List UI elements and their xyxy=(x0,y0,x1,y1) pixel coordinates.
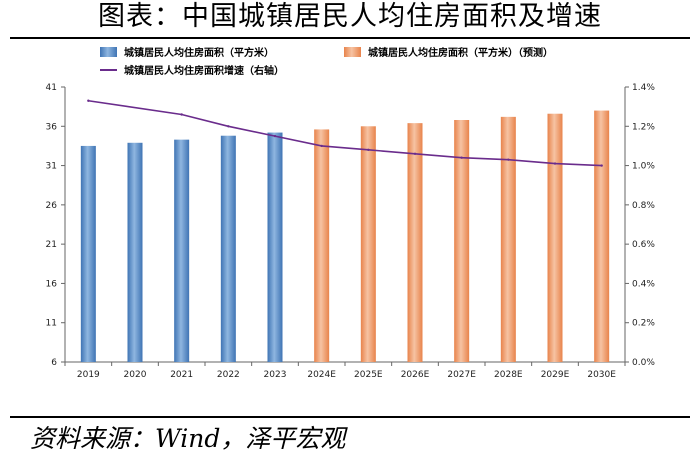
source-note: 资料来源：Wind，泽平宏观 xyxy=(30,424,346,453)
right-axis-tick-label: 0.8% xyxy=(632,201,655,211)
right-axis-tick-label: 0.4% xyxy=(632,279,655,289)
bar-forecast xyxy=(500,116,516,362)
x-axis-category-label: 2025E xyxy=(354,370,383,380)
left-axis-tick-label: 11 xyxy=(46,319,57,329)
bar-forecast xyxy=(594,110,610,362)
source-divider xyxy=(10,416,690,418)
growth-rate-point xyxy=(273,134,277,138)
growth-rate-point xyxy=(413,152,417,155)
x-axis-category-label: 2024E xyxy=(307,370,336,380)
growth-rate-point xyxy=(87,99,90,102)
bar-actual xyxy=(80,145,96,362)
growth-rate-point xyxy=(227,125,230,128)
legend-swatch-actual xyxy=(100,47,117,57)
right-axis-tick-label: 0.0% xyxy=(632,358,655,368)
legend-swatch-forecast xyxy=(344,47,361,57)
left-axis-tick-label: 6 xyxy=(51,358,57,368)
growth-rate-point xyxy=(460,156,463,159)
left-axis-tick-label: 41 xyxy=(46,83,57,93)
bar-forecast xyxy=(547,113,563,362)
growth-rate-point xyxy=(600,164,603,167)
growth-rate-point xyxy=(180,113,183,116)
x-axis-category-label: 2027E xyxy=(447,370,476,380)
bar-actual xyxy=(174,139,190,362)
x-axis-category-label: 2026E xyxy=(401,370,430,380)
left-axis-tick-label: 31 xyxy=(46,162,57,172)
bar-forecast xyxy=(360,126,376,363)
bar-forecast xyxy=(407,123,423,363)
right-axis-tick-label: 1.0% xyxy=(632,162,655,172)
x-axis-category-label: 2029E xyxy=(541,370,570,380)
left-axis-tick-label: 36 xyxy=(46,122,58,132)
growth-rate-line xyxy=(88,99,602,167)
legend-label-actual: 城镇居民人均住房面积（平方米） xyxy=(124,46,274,59)
right-axis-tick-label: 0.6% xyxy=(632,240,655,250)
x-axis-category-label: 2019 xyxy=(77,370,100,380)
bar-actual xyxy=(267,132,283,362)
x-axis-category-label: 2020 xyxy=(124,370,147,380)
growth-rate-point xyxy=(320,144,323,148)
right-axis-tick-label: 0.2% xyxy=(632,319,655,329)
growth-rate-point xyxy=(553,162,557,165)
bar-actual xyxy=(220,135,236,362)
right-axis-tick-label: 1.4% xyxy=(632,83,655,93)
legend-label-forecast: 城镇居民人均住房面积（平方米）（预测） xyxy=(368,46,553,59)
bar-actual xyxy=(127,142,143,362)
bar-forecast xyxy=(314,129,330,362)
left-axis-tick-label: 16 xyxy=(46,279,58,289)
growth-rate-point xyxy=(507,158,510,161)
x-axis-category-label: 2030E xyxy=(587,370,616,380)
right-axis-tick-label: 1.2% xyxy=(632,122,655,132)
x-axis-category-label: 2023 xyxy=(264,370,287,380)
growth-rate-point xyxy=(367,148,370,152)
legend-label-growth: 城镇居民人均住房面积增速（右轴） xyxy=(124,64,284,77)
left-axis-tick-label: 21 xyxy=(46,240,57,250)
title-divider xyxy=(10,37,690,39)
bar-forecast xyxy=(454,120,470,362)
left-axis-tick-label: 26 xyxy=(46,201,58,211)
combo-chart: 6 11 16 21 26 31 36 41 0.0% 0.2% 0.4% 0.6% 0.8% 1.0% 1… xyxy=(46,46,656,380)
x-axis-category-label: 2021 xyxy=(170,370,193,380)
x-axis-category-label: 2028E xyxy=(494,370,523,380)
x-axis-category-label: 2022 xyxy=(217,370,240,380)
chart-title: 图表：中国城镇居民人均住房面积及增速 xyxy=(98,1,602,32)
